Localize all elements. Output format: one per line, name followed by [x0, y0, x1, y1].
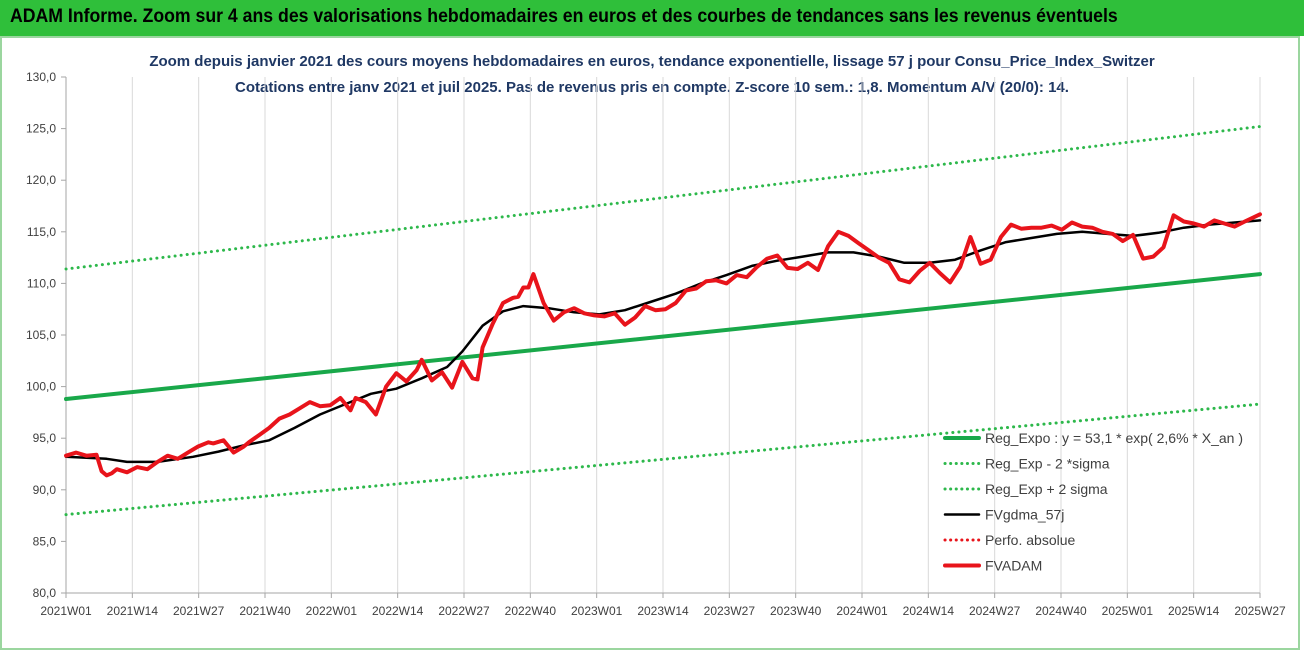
y-tick-label: 130,0: [26, 70, 56, 84]
y-tick-label: 100,0: [26, 380, 56, 394]
legend-label: FVgdma_57j: [985, 507, 1064, 523]
legend-label: Perfo. absolue: [985, 532, 1075, 548]
y-tick-label: 105,0: [26, 328, 56, 342]
chart-title: Zoom depuis janvier 2021 des cours moyen…: [149, 53, 1155, 70]
x-tick-label: 2024W01: [836, 604, 888, 618]
y-tick-label: 80,0: [33, 586, 57, 600]
series-line-0: [64, 272, 1262, 401]
chart-plot-area: [64, 125, 1262, 517]
x-tick-label: 2023W14: [637, 604, 689, 618]
x-tick-label: 2021W14: [107, 604, 159, 618]
x-tick-label: 2024W14: [903, 604, 955, 618]
y-tick-label: 95,0: [33, 431, 57, 445]
y-tick-label: 120,0: [26, 173, 56, 187]
x-tick-label: 2023W27: [704, 604, 756, 618]
y-tick-label: 115,0: [27, 225, 56, 239]
legend-label: Reg_Expo : y = 53,1 * exp( 2,6% * X_an ): [985, 430, 1243, 446]
x-tick-label: 2022W14: [372, 604, 424, 618]
x-tick-label: 2024W40: [1035, 604, 1087, 618]
y-tick-label: 85,0: [33, 534, 57, 548]
x-tick-label: 2022W27: [438, 604, 490, 618]
y-tick-label: 110,0: [27, 276, 56, 290]
legend-label: Reg_Exp + 2 sigma: [985, 481, 1108, 497]
chart-axes: 2021W01 2021W14 2021W27 2021W40 2022W01 2022W…: [26, 70, 1286, 618]
banner-title: ADAM Informe. Zoom sur 4 ans des valoris…: [10, 6, 1118, 27]
report-banner: ADAM Informe. Zoom sur 4 ans des valoris…: [0, 0, 1304, 36]
x-tick-label: 2025W27: [1234, 604, 1286, 618]
x-tick-label: 2022W01: [306, 604, 358, 618]
x-tick-label: 2024W27: [969, 604, 1021, 618]
legend-label: FVADAM: [985, 558, 1042, 574]
chart-frame: [0, 36, 1300, 650]
chart-legend: Reg_Expo : y = 53,1 * exp( 2,6% * X_an )…: [943, 430, 1243, 574]
series-line-1: [64, 402, 1262, 517]
y-tick-label: 90,0: [33, 483, 57, 497]
series-line-2: [64, 125, 1262, 271]
legend-label: Reg_Exp - 2 *sigma: [985, 456, 1110, 472]
x-tick-label: 2021W40: [239, 604, 291, 618]
series-line-5: [64, 212, 1262, 478]
series-line-3: [64, 219, 1262, 464]
chart-subtitle: Cotations entre janv 2021 et juil 2025. …: [235, 79, 1069, 96]
x-tick-label: 2023W40: [770, 604, 822, 618]
x-tick-label: 2025W01: [1102, 604, 1154, 618]
x-tick-label: 2025W14: [1168, 604, 1220, 618]
x-tick-label: 2023W01: [571, 604, 623, 618]
x-tick-label: 2021W27: [173, 604, 225, 618]
x-tick-label: 2022W40: [505, 604, 557, 618]
y-tick-label: 125,0: [26, 122, 56, 136]
x-tick-label: 2021W01: [40, 604, 92, 618]
